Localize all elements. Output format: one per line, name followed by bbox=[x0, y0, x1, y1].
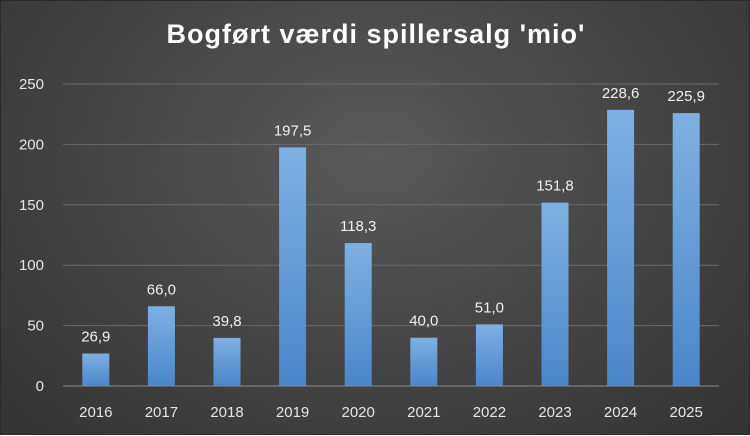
axis-layer: 0 50 100 150 200 250 2016 2017 2018 2019 2020 2021 2… bbox=[19, 76, 719, 421]
data-label: 40,0 bbox=[409, 313, 438, 330]
data-label: 118,3 bbox=[340, 218, 376, 235]
data-label: 26,9 bbox=[81, 329, 110, 346]
bar bbox=[279, 147, 307, 386]
x-tick-label: 2018 bbox=[210, 404, 243, 421]
x-tick-label: 2024 bbox=[604, 404, 637, 421]
x-tick-label: 2023 bbox=[538, 404, 571, 421]
data-label: 39,8 bbox=[212, 313, 241, 330]
data-label: 228,6 bbox=[602, 85, 640, 102]
y-tick-label: 250 bbox=[19, 76, 44, 93]
bar bbox=[541, 202, 569, 386]
x-tick-label: 2020 bbox=[342, 404, 375, 421]
y-tick-label: 100 bbox=[19, 257, 44, 274]
x-tick-label: 2025 bbox=[670, 404, 703, 421]
bar bbox=[147, 306, 175, 386]
bar bbox=[410, 337, 438, 386]
x-tick-label: 2022 bbox=[473, 404, 506, 421]
x-tick-label: 2019 bbox=[276, 404, 309, 421]
y-tick-label: 0 bbox=[36, 378, 44, 395]
y-tick-label: 50 bbox=[27, 318, 44, 335]
bar bbox=[213, 337, 241, 386]
bar bbox=[607, 109, 635, 386]
data-label: 66,0 bbox=[147, 281, 176, 298]
y-tick-label: 150 bbox=[19, 197, 44, 214]
data-label: 151,8 bbox=[536, 178, 574, 195]
bar-layer bbox=[82, 109, 700, 387]
label-layer: 26,9 66,0 39,8 197,5 118,3 40,0 51,0 151,8 228,6… bbox=[81, 85, 705, 346]
x-tick-label: 2021 bbox=[407, 404, 440, 421]
x-tick-label: 2017 bbox=[145, 404, 178, 421]
bar bbox=[344, 243, 372, 386]
data-label: 225,9 bbox=[667, 88, 705, 105]
data-label: 197,5 bbox=[274, 122, 312, 139]
bar bbox=[672, 113, 700, 387]
bar bbox=[475, 324, 503, 386]
chart-title: Bogført værdi spillersalg 'mio' bbox=[166, 19, 586, 49]
y-tick-label: 200 bbox=[19, 136, 44, 153]
x-tick-label: 2016 bbox=[79, 404, 112, 421]
bar bbox=[82, 353, 110, 386]
data-label: 51,0 bbox=[475, 299, 504, 316]
